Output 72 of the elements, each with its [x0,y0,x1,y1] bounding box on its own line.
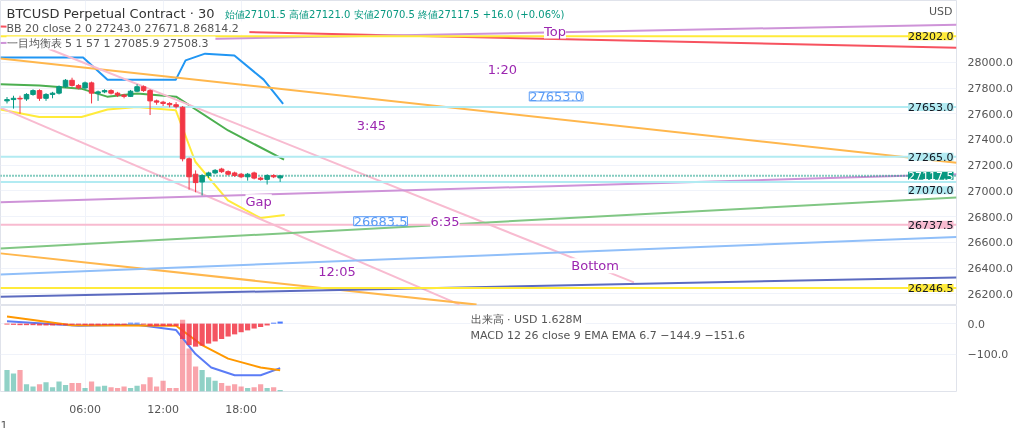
x-tick-label: 06:00 [69,402,101,416]
ref-line-label: 27653.0 [908,100,954,114]
y-tick-label: 26600.0 [967,236,1013,250]
x-tick-label: 18:00 [225,402,257,416]
line-series [0,52,285,105]
ref-line-label: 26737.5 [908,218,954,232]
text: 1 [0,418,8,428]
annotation: Bottom [571,258,619,274]
y-tick-label: 26800.0 [967,210,1013,224]
candlestick [17,95,23,115]
annotation: Gap [245,194,272,210]
text: MACD 12 26 close 9 EMA EMA 6.7 −144.9 −151.6 [470,328,746,342]
annotation: 6:35 [430,214,460,230]
bar [82,387,88,392]
bar [206,377,212,392]
bar [36,384,43,392]
bar [232,384,238,392]
x-tick-label: 12:00 [147,402,179,416]
bar [56,381,62,392]
bar [160,380,166,392]
bar [258,384,264,392]
bar [199,370,205,392]
bar [153,386,160,392]
bar [193,366,199,392]
y-tick-label: 27000.0 [967,184,1013,198]
bar [271,387,277,392]
y-tick-label: 0.0 [967,317,985,331]
bar [69,382,75,392]
annotation: BB 20 close 2 0 27243.0 27671.8 26814.2 [6,21,239,35]
bar [23,384,30,392]
ref-line-label: 26246.5 [908,281,954,295]
annotation: 27653.0 [529,88,584,104]
ref-line-label: 27117.5 [908,169,954,183]
bar [43,382,49,392]
annotation: 12:05 [318,264,356,280]
ref-line-label: 27265.0 [908,150,954,164]
bar [238,386,244,392]
bar [95,386,101,392]
y-tick-label: −100.0 [967,348,1009,362]
y-tick-label: 26200.0 [967,287,1013,301]
y-tick-label: 28000.0 [967,56,1013,70]
bar [30,386,36,392]
annotation: 3:45 [356,118,387,134]
bar [17,370,23,392]
annotation: 一目均衡表 5 1 57 1 27085.9 27508.3 [6,36,209,50]
bar [4,370,10,392]
y-tick-label: 27600.0 [967,107,1013,121]
bar [49,387,56,392]
annotation: Top [543,23,566,39]
chart-title: 出来高 · USD 1.628M [470,312,582,326]
annotation: 1:20 [487,61,518,77]
text: 始値27101.5 高値27121.0 安値27070.5 終値27117.5 +16.0 (+0.06%) [224,8,565,20]
bar [251,387,257,392]
y-axis-title: USD [929,4,953,18]
line-series [0,106,286,219]
bar [173,387,179,392]
bar [140,384,147,392]
bar [147,377,153,392]
bar [134,385,140,392]
y-tick-label: 27400.0 [967,133,1013,147]
ref-line-label: 27070.0 [908,184,954,198]
chart-title: BTCUSD Perpetual Contract · 30 [6,5,215,21]
bar [108,387,114,392]
annotation: 26683.5 [353,213,408,229]
line-series [0,83,286,161]
bar [121,386,127,392]
ref-line-label: 28202.0 [908,30,954,44]
bar [88,381,95,392]
y-tick-label: 26400.0 [967,262,1013,276]
y-tick-label: 27800.0 [967,82,1013,96]
y-tick-label: 27200.0 [967,159,1013,173]
bar [10,373,17,392]
